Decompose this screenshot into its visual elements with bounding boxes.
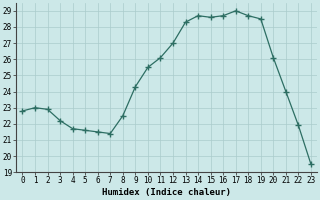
X-axis label: Humidex (Indice chaleur): Humidex (Indice chaleur) bbox=[102, 188, 231, 197]
